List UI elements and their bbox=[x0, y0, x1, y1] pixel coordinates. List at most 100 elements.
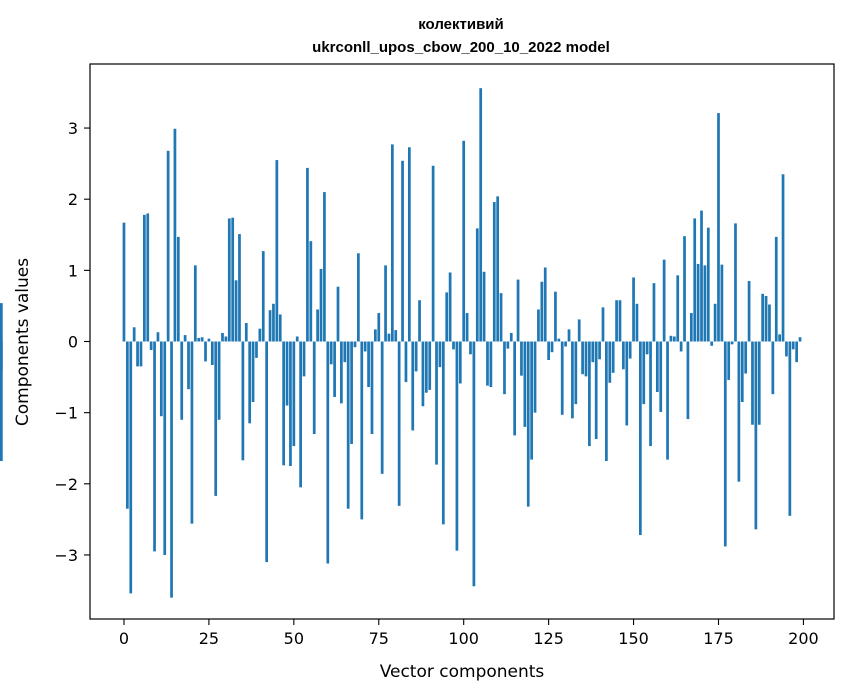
bar-31 bbox=[227, 218, 231, 342]
bar-136 bbox=[584, 341, 588, 377]
x-tick-label: 100 bbox=[448, 629, 479, 648]
bar-94 bbox=[441, 341, 445, 525]
bar-38 bbox=[251, 341, 255, 402]
bar-87 bbox=[418, 300, 421, 342]
bar-137 bbox=[588, 341, 591, 447]
bar-131 bbox=[567, 329, 571, 342]
bar-50 bbox=[292, 341, 296, 447]
y-tick-label: 0 bbox=[68, 333, 78, 352]
bar-117 bbox=[520, 341, 523, 376]
bar-129 bbox=[560, 341, 564, 415]
bar-57 bbox=[316, 309, 319, 342]
bar-undefined bbox=[0, 303, 3, 342]
bar-89 bbox=[424, 341, 428, 393]
bar-154 bbox=[645, 341, 649, 355]
bar-152 bbox=[639, 341, 642, 536]
bar-147 bbox=[622, 341, 625, 370]
bar-68 bbox=[353, 341, 357, 348]
bar-132 bbox=[571, 341, 574, 419]
bar-163 bbox=[676, 275, 680, 342]
bar-86 bbox=[414, 341, 418, 372]
bar-155 bbox=[649, 341, 652, 447]
bar-130 bbox=[564, 341, 567, 347]
bar-81 bbox=[397, 341, 401, 506]
bar-43 bbox=[268, 310, 272, 342]
bar-139 bbox=[594, 341, 598, 439]
bar-13 bbox=[166, 150, 170, 342]
bar-179 bbox=[730, 341, 734, 345]
bar-98 bbox=[455, 341, 459, 551]
bar-140 bbox=[598, 341, 601, 360]
bar-90 bbox=[428, 341, 432, 390]
bar-85 bbox=[411, 341, 415, 431]
bar-61 bbox=[329, 341, 333, 365]
bar-92 bbox=[435, 341, 438, 465]
bar-64 bbox=[340, 341, 343, 404]
bar-79 bbox=[391, 144, 394, 342]
bar-6 bbox=[143, 214, 146, 342]
x-tick-label: 25 bbox=[199, 629, 219, 648]
bar-176 bbox=[720, 264, 724, 342]
bar-25 bbox=[207, 338, 211, 342]
bar-102 bbox=[469, 341, 472, 355]
bar-104 bbox=[475, 228, 479, 342]
bar-111 bbox=[499, 293, 503, 342]
bar-188 bbox=[761, 293, 765, 342]
bar-189 bbox=[764, 295, 768, 342]
bar-46 bbox=[278, 314, 282, 342]
bar-9 bbox=[153, 341, 156, 552]
bar-40 bbox=[258, 328, 262, 342]
bar-113 bbox=[506, 341, 510, 349]
bar-101 bbox=[465, 313, 469, 342]
bar-54 bbox=[306, 167, 309, 342]
bar-10 bbox=[156, 332, 160, 342]
bar-undefined bbox=[0, 341, 3, 462]
bar-1 bbox=[126, 341, 129, 509]
bar-107 bbox=[486, 341, 489, 386]
bar-126 bbox=[550, 341, 554, 353]
bar-58 bbox=[319, 268, 323, 342]
bar-14 bbox=[170, 341, 173, 598]
bar-198 bbox=[795, 341, 798, 363]
bar-171 bbox=[703, 265, 707, 342]
bar-39 bbox=[255, 341, 258, 358]
x-tick-label: 125 bbox=[533, 629, 564, 648]
bar-30 bbox=[224, 336, 228, 342]
bar-17 bbox=[180, 341, 184, 420]
bar-47 bbox=[282, 341, 285, 466]
bar-193 bbox=[778, 334, 781, 342]
bar-97 bbox=[452, 341, 455, 350]
bar-0 bbox=[122, 222, 126, 342]
bar-123 bbox=[540, 281, 544, 342]
bar-105 bbox=[479, 88, 483, 342]
bar-141 bbox=[601, 307, 605, 342]
bar-106 bbox=[482, 271, 486, 342]
bar-194 bbox=[781, 174, 785, 342]
bar-112 bbox=[503, 341, 506, 395]
bar-4 bbox=[136, 341, 139, 367]
bar-125 bbox=[547, 341, 550, 360]
bar-33 bbox=[234, 280, 238, 342]
bar-148 bbox=[625, 341, 629, 426]
bar-36 bbox=[244, 323, 248, 342]
bar-143 bbox=[608, 341, 612, 383]
bar-60 bbox=[326, 341, 330, 564]
chart-title-line-1: колективий bbox=[418, 16, 504, 33]
bar-158 bbox=[659, 341, 663, 412]
bar-167 bbox=[689, 313, 693, 342]
bar-73 bbox=[370, 341, 374, 434]
y-tick-label: 3 bbox=[68, 119, 78, 138]
x-axis-label: Vector components bbox=[380, 662, 545, 682]
x-tick-label: 75 bbox=[369, 629, 389, 648]
bar-114 bbox=[509, 332, 513, 342]
bar-190 bbox=[768, 304, 771, 342]
x-tick-label: 150 bbox=[618, 629, 649, 648]
bar-100 bbox=[462, 140, 466, 342]
bar-12 bbox=[163, 341, 167, 555]
bar-91 bbox=[431, 165, 435, 342]
y-axis-ticks: −3 −2 −1 0 1 2 3 bbox=[54, 119, 90, 565]
bar-177 bbox=[723, 341, 727, 547]
bar-144 bbox=[611, 341, 615, 373]
bar-84 bbox=[407, 147, 411, 342]
bar-184 bbox=[747, 281, 751, 342]
